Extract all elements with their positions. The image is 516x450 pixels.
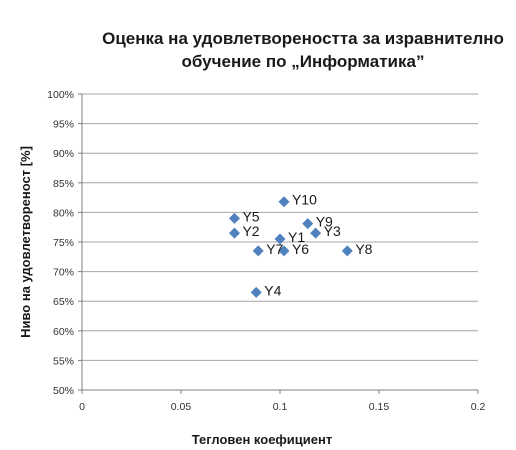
y-tick-label: 85% <box>53 178 74 190</box>
data-point-label: Y4 <box>264 282 281 298</box>
chart-title-line-1: Оценка на удовлетвореността за изравните… <box>102 29 504 48</box>
data-point-marker <box>278 245 290 257</box>
data-point-marker <box>302 218 314 230</box>
data-point-label: Y8 <box>355 241 372 257</box>
data-point-marker <box>278 196 290 208</box>
data-point-label: Y1 <box>288 229 305 245</box>
data-points: Y1 Y2 Y3 Y4 Y5 Y6 Y7 Y8 Y9 Y10 <box>228 192 373 298</box>
y-tick-labels: 50% 55% 60% 65% 70% 75% 80% 85% 90% 95% 100% <box>47 89 74 397</box>
data-point-marker <box>250 286 262 298</box>
data-point-label: Y7 <box>266 241 283 257</box>
y-tick-label: 75% <box>53 237 74 249</box>
chart-title-line-2: обучение по „Информатика” <box>182 52 425 71</box>
data-point-label: Y10 <box>292 192 317 208</box>
data-point-marker <box>228 212 240 224</box>
data-point-label: Y2 <box>242 223 259 239</box>
x-tick-labels: 0 0.05 0.1 0.15 0.2 <box>79 401 485 413</box>
x-tick-label: 0.2 <box>471 401 486 413</box>
y-axis-label: Ниво на удовлетвореност [%] <box>18 146 33 338</box>
y-tick-label: 50% <box>53 385 74 397</box>
data-point-label: Y6 <box>292 241 309 257</box>
y-tick-label: 70% <box>53 267 74 279</box>
y-tick-label: 60% <box>53 326 74 338</box>
y-tick-label: 90% <box>53 148 74 160</box>
x-tick-label: 0.15 <box>369 401 390 413</box>
data-point-marker <box>341 245 353 257</box>
data-point-label: Y9 <box>316 214 333 230</box>
axes <box>78 93 479 394</box>
y-tick-label: 80% <box>53 207 74 219</box>
y-tick-label: 95% <box>53 119 74 131</box>
y-tick-label: 55% <box>53 355 74 367</box>
data-point-marker <box>252 245 264 257</box>
data-point-marker <box>310 227 322 239</box>
data-point-marker <box>274 233 286 245</box>
y-tick-label: 65% <box>53 296 74 308</box>
data-point-marker <box>228 227 240 239</box>
data-point-label: Y3 <box>324 223 341 239</box>
data-point-label: Y5 <box>242 208 259 224</box>
x-tick-label: 0 <box>79 401 85 413</box>
x-axis-label: Тегловен коефициент <box>192 432 332 447</box>
y-tick-label: 100% <box>47 89 74 101</box>
x-tick-label: 0.1 <box>273 401 288 413</box>
x-tick-label: 0.05 <box>171 401 192 413</box>
